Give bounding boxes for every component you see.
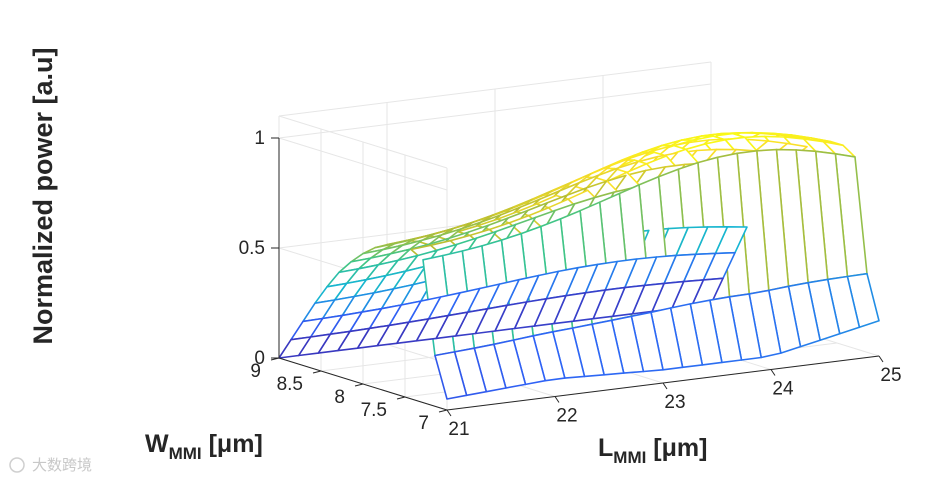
x-tick-label: 22 bbox=[556, 406, 577, 427]
z-tick-label: 1 bbox=[254, 128, 265, 149]
y-tick-mark bbox=[312, 370, 322, 374]
x-tick-mark bbox=[662, 382, 668, 390]
grid-line bbox=[278, 115, 448, 169]
y-tick-mark bbox=[354, 383, 364, 387]
tick-labels: 21 22 23 24 25 7 7.5 8 8.5 90 0.5 1 bbox=[239, 128, 902, 440]
watermark: 大数跨境 bbox=[9, 456, 92, 474]
surface-mesh bbox=[278, 131, 880, 400]
x-tick-mark bbox=[446, 409, 452, 417]
x-tick-label: 24 bbox=[772, 379, 794, 400]
y-axis-label: WMMI [μm] bbox=[145, 430, 263, 463]
z-tick-label: 0.5 bbox=[239, 238, 265, 259]
z-tick-label: 0 bbox=[254, 348, 265, 369]
x-tick-label: 23 bbox=[664, 392, 685, 413]
y-tick-label: 7.5 bbox=[361, 400, 387, 421]
z-axis-label: Normalized power [a.u] bbox=[28, 47, 58, 344]
x-tick-mark bbox=[878, 355, 884, 363]
watermark-text: 大数跨境 bbox=[32, 456, 92, 474]
y-tick-label: 8 bbox=[334, 387, 345, 408]
x-tick-label: 21 bbox=[448, 419, 469, 440]
watermark-logo-icon bbox=[9, 457, 25, 473]
x-tick-mark bbox=[770, 369, 776, 376]
y-tick-label: 9 bbox=[250, 361, 261, 382]
grid-line bbox=[278, 61, 712, 117]
x-tick-mark bbox=[554, 396, 560, 403]
y-tick-mark bbox=[396, 396, 406, 400]
y-tick-label: 8.5 bbox=[277, 374, 303, 395]
y-tick-mark bbox=[438, 409, 448, 413]
x-tick-label: 25 bbox=[880, 365, 901, 386]
y-tick-label: 7 bbox=[418, 413, 429, 434]
surface-cell bbox=[278, 336, 312, 359]
surface-cell bbox=[434, 351, 468, 400]
grid-line bbox=[278, 83, 712, 139]
grid-line bbox=[278, 137, 448, 191]
x-axis-label: LMMI [μm] bbox=[598, 434, 707, 467]
